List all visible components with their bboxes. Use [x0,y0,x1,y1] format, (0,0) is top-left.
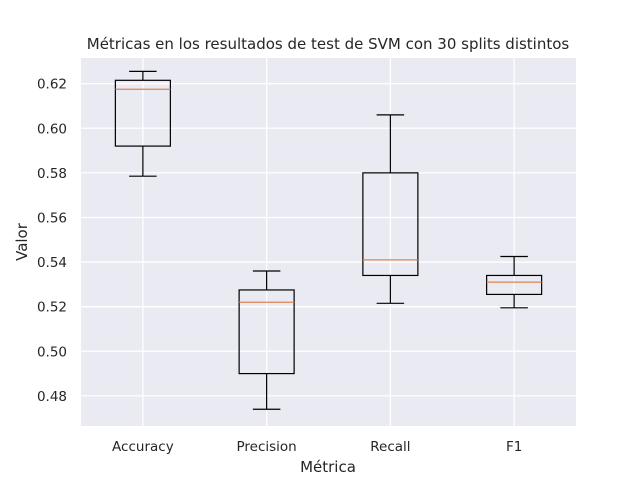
box-recall [362,114,419,304]
y-tick-label: 0.62 [37,77,67,93]
y-tick-label: 0.52 [37,300,67,316]
x-tick-label: Accuracy [112,439,174,455]
x-axis-label: Métrica [300,458,356,476]
y-tick-label: 0.58 [37,166,67,182]
box-f1 [486,255,543,309]
x-tick-label: Recall [370,439,410,455]
y-tick-label: 0.54 [37,255,67,271]
y-axis-label: Valor [13,222,31,261]
box-precision [238,270,295,410]
y-tick-label: 0.48 [37,389,67,405]
boxes [114,70,543,410]
y-tick-label: 0.56 [37,210,67,226]
y-tick-label: 0.60 [37,121,67,137]
iqr-box [362,172,419,277]
iqr-box [114,79,171,147]
tick-labels: 0.48 0.50 0.52 0.54 0.56 0.58 0.60 0.62 Accuracy… [37,77,522,455]
x-tick-label: Precision [237,439,297,455]
box-accuracy [114,70,171,177]
plot-area [81,58,576,426]
y-tick-label: 0.50 [37,344,67,360]
iqr-box [238,289,295,375]
chart-title: Métricas en los resultados de test de SV… [87,35,570,53]
x-tick-label: F1 [506,439,522,455]
iqr-box [486,274,543,296]
